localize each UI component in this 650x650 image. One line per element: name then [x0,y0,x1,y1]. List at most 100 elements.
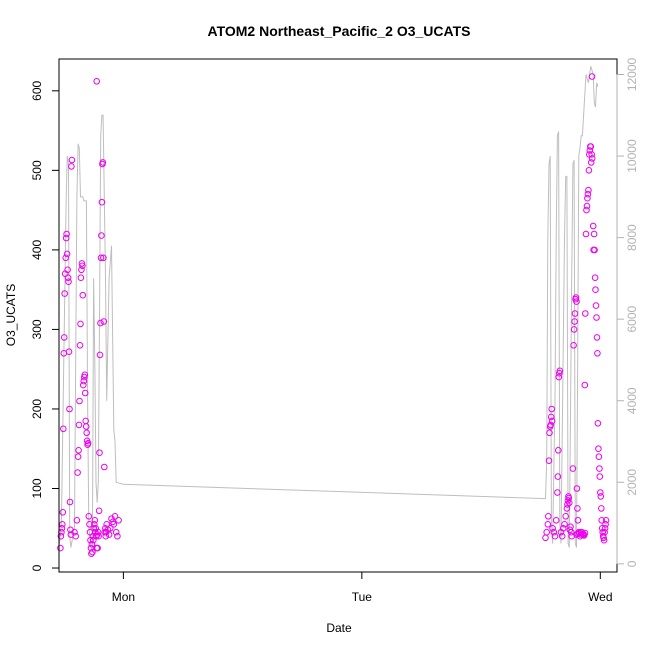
y-axis-right: 0 2000 4000 6000 8000 10000 12000 [616,57,639,567]
data-point [65,348,73,356]
data-point [98,198,106,206]
data-point [571,310,579,317]
data-point [61,290,68,297]
data-point [98,232,105,239]
y2-tick-label: 12000 [625,57,639,91]
y-tick-label: 100 [30,478,44,498]
data-point [563,505,571,512]
data-point [548,405,556,413]
plot-frame [58,58,618,573]
data-point [60,425,67,433]
data-point [89,548,96,556]
data-point [591,246,598,254]
data-point [598,517,606,524]
data-point [90,525,98,532]
data-point [583,206,590,214]
y2-tick-label: 4000 [625,387,639,414]
y2-tick-label: 8000 [625,224,639,251]
data-point [64,274,72,282]
data-point [558,532,566,540]
data-point [80,377,88,385]
data-point [592,286,599,294]
data-point [570,326,578,333]
data-point [75,447,82,454]
data-point [60,334,68,341]
data-point [556,367,564,375]
data-point [72,532,79,540]
x-axis-label: Date [326,621,352,635]
data-point [581,529,589,537]
data-point [96,351,104,359]
data-point [77,320,84,328]
data-point [63,230,70,238]
data-point [586,147,594,154]
data-point [99,159,107,166]
data-point [83,429,90,437]
data-point [78,266,85,274]
data-point [588,151,596,158]
data-point [79,291,87,299]
data-point [551,532,559,540]
data-point [111,513,119,520]
data-point [95,532,102,540]
data-point [588,155,596,162]
data-point [81,389,89,397]
data-point [574,505,581,512]
data-point [600,536,608,544]
data-point [81,371,89,379]
data-point [591,274,599,282]
data-point [596,465,603,472]
y-tick-label: 600 [30,80,44,100]
data-point [543,528,551,536]
scatter-points-layer [57,73,610,558]
data-point [595,445,602,453]
data-point [562,513,570,520]
data-point [552,517,560,524]
data-point [601,528,608,536]
chart-title: ATOM2 Northeast_Pacific_2 O3_UCATS [208,23,471,39]
data-point [601,525,609,532]
data-point [92,532,100,540]
data-point [63,250,71,258]
data-point [59,509,67,516]
data-point [100,318,108,325]
data-point [602,521,609,528]
data-point [101,463,108,471]
data-point [114,532,121,540]
data-point [561,521,568,528]
data-point [77,274,85,282]
data-point [594,420,602,427]
data-point [571,318,578,325]
data-point [107,525,114,532]
data-point [62,234,70,242]
data-point [569,465,577,472]
data-point [97,254,105,262]
data-point [582,230,590,238]
data-point [71,528,78,536]
data-point [57,532,65,540]
data-point [79,262,86,270]
data-point [572,294,580,301]
x-axis: Mon Tue Wed [112,571,613,604]
data-point [583,202,591,210]
y-tick-label: 500 [30,160,44,180]
data-point [570,342,577,349]
data-point [566,499,573,507]
data-point [567,528,575,536]
data-point [564,501,571,508]
data-point [91,521,98,528]
data-point [593,334,601,341]
data-point [66,498,74,506]
data-point [587,143,595,150]
y-tick-label: 300 [30,319,44,339]
data-point [544,521,552,528]
data-point [95,507,103,515]
data-point [94,528,102,536]
data-point [57,544,64,552]
data-point [76,397,83,405]
data-point [68,156,76,164]
data-point [555,373,563,381]
y-axis-left: 0 100 200 300 400 500 600 [30,80,60,571]
data-point [549,525,556,532]
